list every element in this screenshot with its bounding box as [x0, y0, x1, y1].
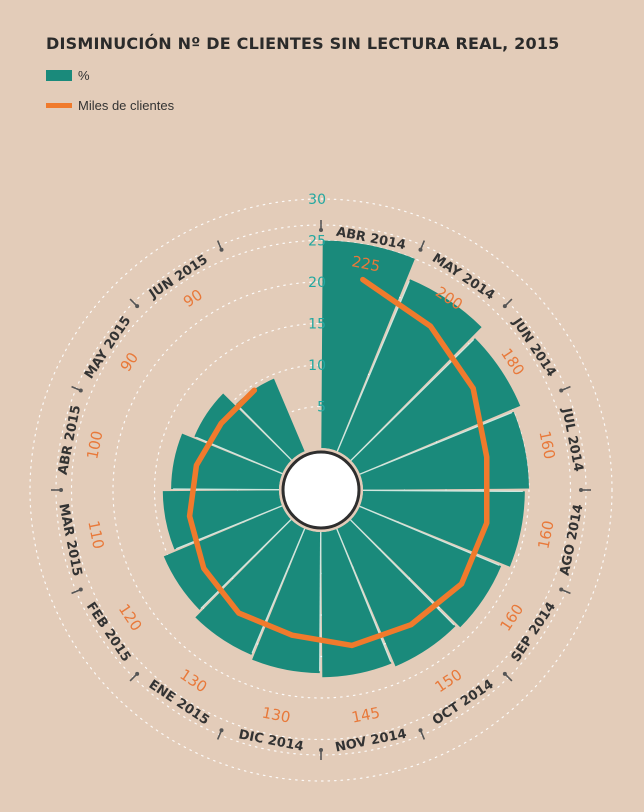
radial-tick-label: 25: [308, 234, 326, 250]
legend-item-percent: %: [46, 64, 174, 86]
bar-ene-2015: [195, 519, 305, 655]
bar-oct-2014: [337, 519, 456, 667]
ring-tick-dot: [135, 304, 140, 309]
bar-abr-2015: [171, 433, 283, 490]
ring-tick-dot: [319, 228, 323, 232]
chart-title: DISMINUCIÓN Nº DE CLIENTES SIN LECTURA R…: [46, 34, 560, 53]
value-label: 160: [535, 429, 558, 461]
legend-label-percent: %: [78, 67, 90, 83]
bar-ago-2014: [359, 490, 525, 567]
ring-tick-dot: [319, 748, 323, 752]
bar-separator: [362, 489, 523, 493]
category-label-nov-2014: NOV 2014: [334, 727, 408, 756]
value-label: 130: [260, 703, 292, 726]
value-label: 120: [115, 601, 146, 635]
value-label: 90: [117, 349, 143, 375]
ring-tick-dot: [559, 587, 564, 592]
category-label-ago-2014: AGO 2014: [558, 503, 587, 577]
value-label: 145: [350, 703, 382, 726]
ring-tick-dot: [135, 671, 140, 676]
bar-jun-2014: [350, 338, 521, 474]
value-label: 150: [432, 665, 466, 696]
category-label-mar-2015: MAR 2015: [55, 502, 84, 577]
ring-tick-dot: [418, 728, 423, 733]
ring-tick-dot: [219, 728, 224, 733]
category-label-dic-2014: DIC 2014: [237, 727, 305, 755]
grid-circle-20: [112, 281, 530, 699]
ring-tick-dot: [418, 247, 423, 252]
legend-label-clients: Miles de clientes: [78, 97, 175, 113]
grid-circle-30: [29, 198, 613, 782]
legend: % Miles de clientes: [46, 64, 174, 124]
ring-tick-dot: [502, 671, 507, 676]
bar-separator: [237, 404, 292, 461]
bar-separator: [200, 519, 292, 609]
ring-tick-dot: [78, 388, 83, 393]
grid-circle-10: [195, 364, 447, 616]
value-label: 90: [180, 286, 206, 312]
value-label: 110: [84, 519, 107, 551]
value-label: 225: [350, 252, 382, 275]
value-label: 130: [177, 665, 211, 696]
bar-abr-2014: [321, 240, 415, 452]
bar-may-2015: [194, 393, 292, 474]
radial-tick-label: 20: [308, 275, 326, 291]
bar-separator: [251, 528, 306, 654]
radial-tick-label: 10: [308, 358, 326, 374]
value-label: 160: [496, 601, 527, 635]
bar-separator: [359, 411, 513, 475]
center-circle: [281, 450, 361, 530]
bar-may-2014: [337, 279, 482, 461]
ring-tick-dot: [59, 488, 63, 492]
legend-item-clients: Miles de clientes: [46, 94, 174, 116]
value-label: 100: [83, 429, 106, 461]
category-label-abr-2015: ABR 2015: [56, 404, 85, 476]
ring-tick-dot: [579, 488, 583, 492]
ring-tick-dot: [78, 587, 83, 592]
bar-separator: [173, 488, 280, 491]
bar-separator: [336, 280, 410, 452]
radial-tick-label: 15: [308, 317, 326, 333]
radial-tick-label: 5: [317, 400, 326, 416]
grid-circle-25: [70, 239, 572, 741]
ring-tick-dot: [502, 304, 507, 309]
bar-separator: [319, 531, 322, 672]
legend-swatch-clients: [46, 102, 72, 108]
ring-tick-dot: [219, 247, 224, 252]
ring-tick-dot: [559, 388, 564, 393]
legend-swatch-percent: [46, 69, 72, 81]
bar-feb-2015: [163, 506, 292, 610]
bar-separator: [336, 528, 392, 662]
bar-sep-2014: [350, 506, 502, 628]
radial-tick-label: 30: [308, 192, 326, 208]
bar-jun-2015: [236, 378, 305, 461]
value-label: 160: [534, 519, 557, 551]
